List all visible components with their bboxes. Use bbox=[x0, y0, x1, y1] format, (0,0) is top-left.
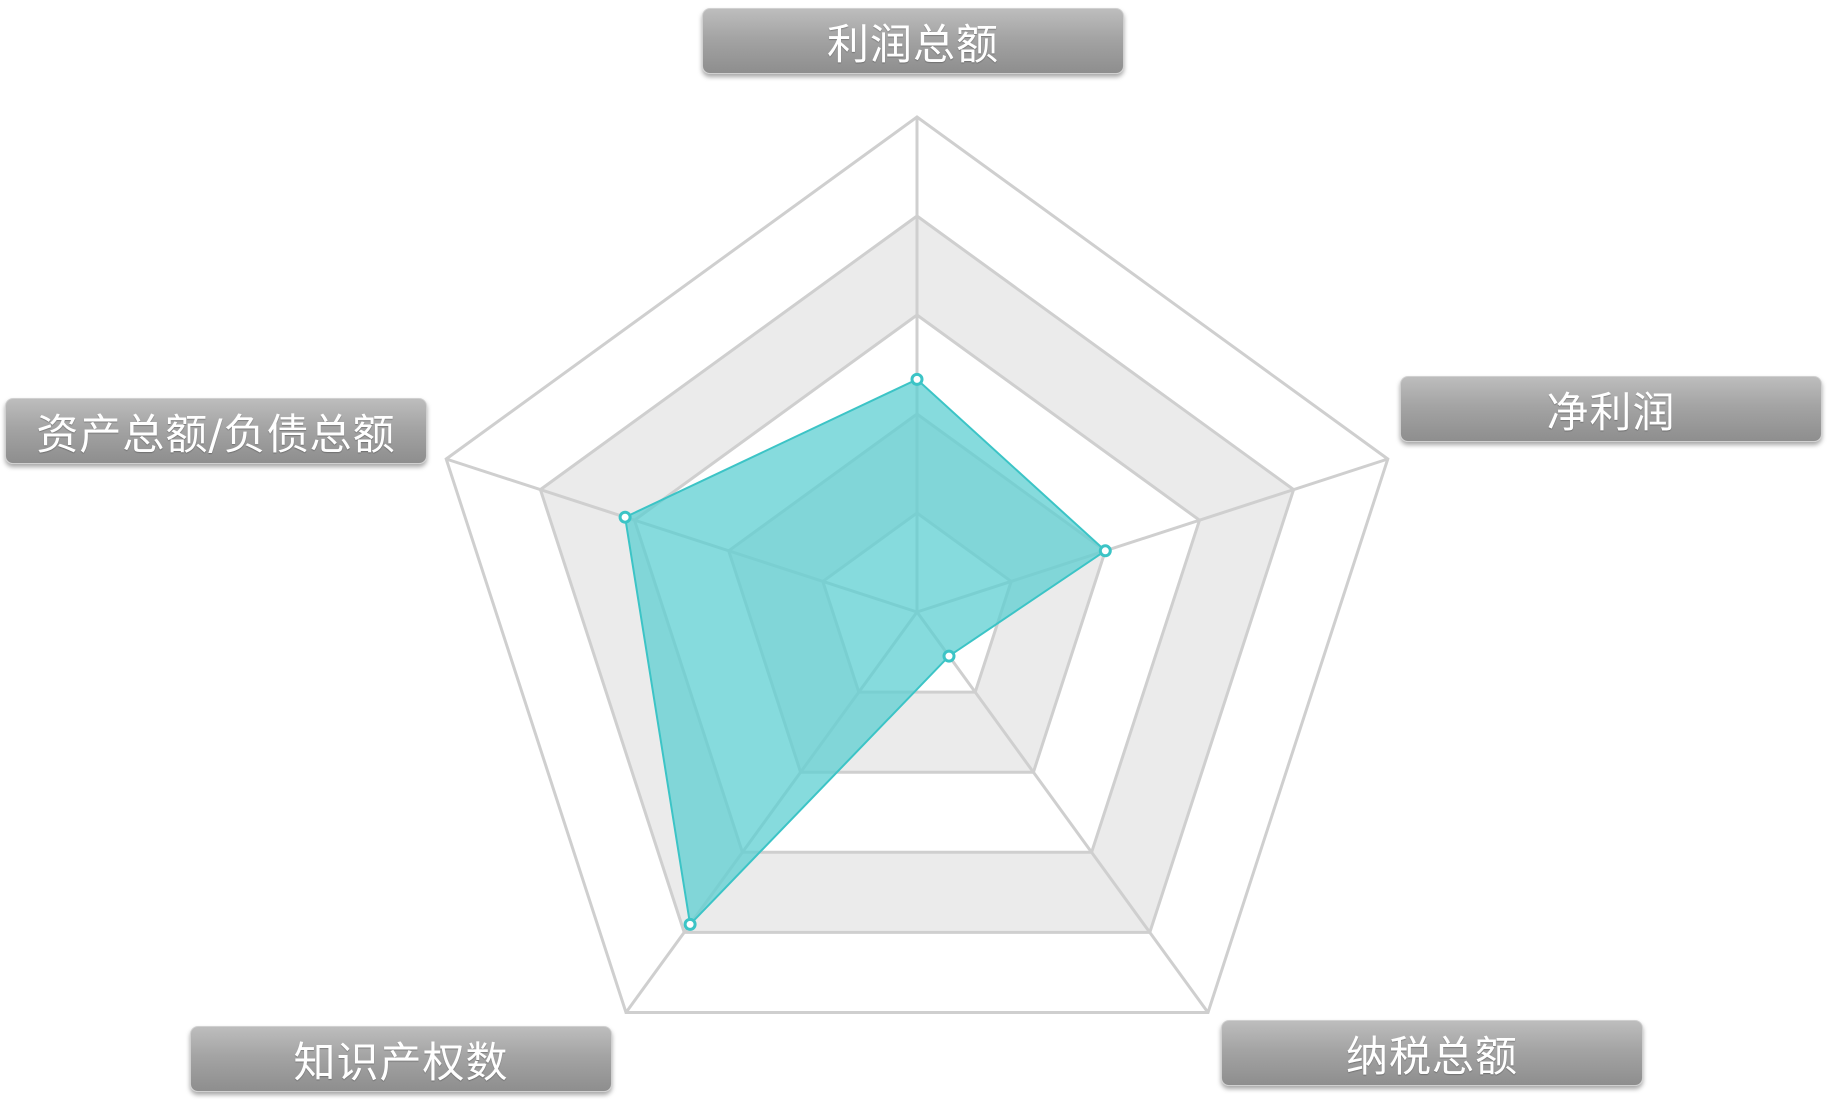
axis-label-ip-count: 知识产权数 bbox=[190, 1026, 612, 1092]
axis-label-profit-total: 利润总额 bbox=[702, 8, 1124, 74]
data-point-0 bbox=[910, 372, 924, 386]
axis-label-asset-liability: 资产总额/负债总额 bbox=[5, 398, 427, 464]
axis-label-tax-total: 纳税总额 bbox=[1221, 1020, 1643, 1086]
axis-spoke-2 bbox=[915, 611, 1210, 1014]
data-point-2 bbox=[942, 649, 956, 663]
data-point-3 bbox=[683, 917, 697, 931]
series-area-0 bbox=[623, 378, 1107, 927]
data-point-4 bbox=[618, 510, 632, 524]
axis-label-net-profit: 净利润 bbox=[1400, 376, 1822, 442]
data-point-1 bbox=[1098, 544, 1112, 558]
radar-series bbox=[618, 372, 1112, 931]
